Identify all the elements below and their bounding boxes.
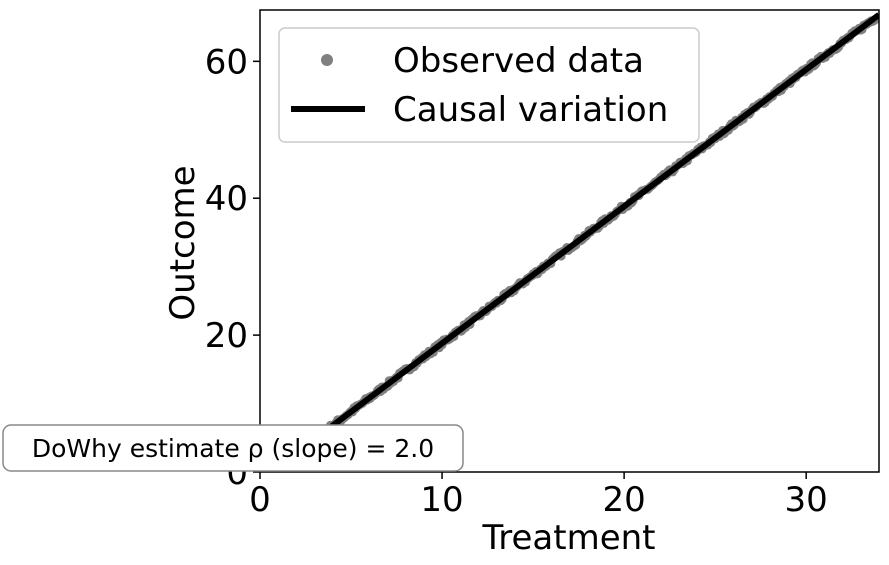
y-tick-label: 40 xyxy=(205,179,248,219)
y-tick-label: 20 xyxy=(205,316,248,356)
legend: Observed data Causal variation xyxy=(278,27,700,143)
x-tick-label: 10 xyxy=(420,480,463,520)
annotation-text: DoWhy estimate ρ (slope) = 2.0 xyxy=(32,434,434,463)
annotation-box: DoWhy estimate ρ (slope) = 2.0 xyxy=(2,424,464,472)
x-tick-label: 20 xyxy=(602,480,645,520)
legend-scatter-marker xyxy=(321,54,333,66)
y-axis-title: Outcome xyxy=(163,165,203,320)
y-tick-label: 60 xyxy=(205,42,248,82)
legend-label-causal-variation: Causal variation xyxy=(393,90,668,130)
x-tick-label: 30 xyxy=(785,480,828,520)
x-axis-title: Treatment xyxy=(481,518,655,558)
causal-variation-line xyxy=(265,12,879,472)
annotation-background xyxy=(2,424,464,472)
x-tick-label: 0 xyxy=(249,480,271,520)
legend-box xyxy=(278,27,700,143)
legend-label-observed-data: Observed data xyxy=(393,41,644,81)
plot-frame xyxy=(259,9,880,473)
